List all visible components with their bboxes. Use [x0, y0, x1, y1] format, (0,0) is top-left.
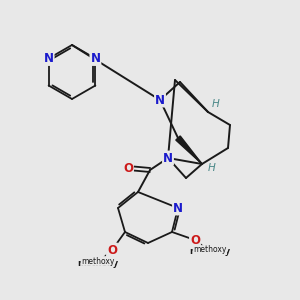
Text: O: O	[123, 161, 133, 175]
Text: methoxy: methoxy	[77, 259, 118, 268]
Text: methoxy: methoxy	[81, 256, 115, 266]
Text: N: N	[44, 52, 54, 65]
Text: N: N	[155, 94, 165, 106]
Text: N: N	[163, 152, 173, 164]
Text: N: N	[173, 202, 183, 214]
Text: H: H	[212, 99, 220, 109]
Polygon shape	[176, 136, 202, 164]
Text: N: N	[90, 52, 100, 65]
Text: methoxy: methoxy	[193, 245, 227, 254]
Text: H: H	[208, 163, 216, 173]
Text: methoxy: methoxy	[189, 248, 231, 256]
Text: O: O	[190, 233, 200, 247]
Text: O: O	[107, 244, 117, 256]
